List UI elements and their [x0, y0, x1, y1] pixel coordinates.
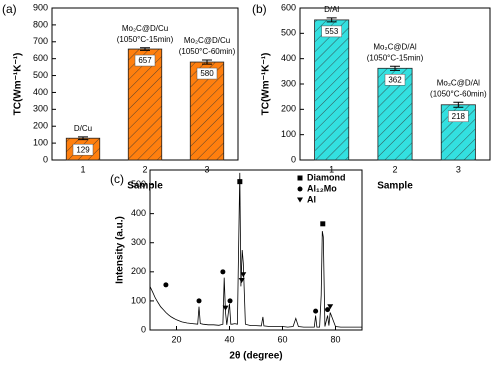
y-tick-label: 300 [33, 104, 48, 114]
x-axis-label: Sample [377, 181, 413, 192]
peak-marker [222, 305, 229, 311]
x-tick-label: 2 [142, 164, 147, 174]
peak-marker [220, 269, 226, 275]
value-label-box [448, 110, 469, 123]
y-axis-label: Intensity (a.u.) [115, 216, 126, 284]
bar-annotation: Mo₂C@D/Al [373, 42, 416, 51]
peak-marker [327, 304, 334, 310]
x-tick-label: 3 [204, 164, 209, 174]
bar-annotation: Mo₂C@D/Al [437, 78, 480, 87]
y-tick-label: 500 [131, 179, 146, 189]
value-label-box [321, 25, 342, 38]
y-tick-label: 200 [281, 104, 296, 114]
error-bar [78, 136, 88, 141]
peak-marker [325, 307, 331, 313]
x-axis-label: 2θ (degree) [229, 351, 282, 362]
legend-label: Diamond [307, 172, 346, 182]
x-tick-label: 1 [80, 164, 85, 174]
legend-symbol [297, 197, 303, 203]
peak-marker [240, 272, 247, 278]
value-label: 580 [200, 69, 214, 78]
y-tick-label: 600 [33, 53, 48, 63]
value-label: 129 [76, 145, 90, 154]
y-tick-label: 0 [43, 154, 48, 164]
y-tick-label: 200 [33, 121, 48, 131]
x-axis-label: Sample [127, 181, 163, 192]
peak-marker [238, 278, 245, 284]
bar-annotation: (1050°C-60min) [179, 47, 236, 56]
y-tick-label: 400 [33, 87, 48, 97]
peak-marker [196, 298, 202, 304]
bar-annotation: Mo₂C@D/Cu [122, 24, 168, 33]
y-tick-label: 200 [131, 266, 146, 276]
legend-label: Al₁₂Mo [307, 183, 337, 193]
x-tick-label: 80 [330, 334, 340, 344]
x-tick-label: 40 [224, 334, 234, 344]
x-tick-label: 20 [171, 334, 181, 344]
y-tick-label: 100 [131, 295, 146, 305]
y-tick-label: 0 [291, 154, 296, 164]
value-label: 218 [452, 112, 466, 121]
legend-label: Al [307, 194, 316, 204]
bar-annotation: (1050°C-60min) [430, 89, 487, 98]
legend-symbol [297, 175, 303, 181]
error-bar [453, 101, 464, 108]
error-bar [140, 47, 150, 51]
value-label: 362 [388, 75, 402, 84]
bar-annotation: D/Al [324, 5, 339, 14]
y-tick-label: 100 [33, 137, 48, 147]
y-axis-label: TC(Wm⁻¹K⁻¹) [13, 53, 24, 116]
value-label: 553 [325, 27, 339, 36]
y-tick-label: 0 [141, 324, 146, 334]
bar-annotation: (1050°C-15min) [367, 53, 424, 62]
y-tick-label: 500 [281, 28, 296, 38]
bar-annotation: Mo₂C@D/Cu [184, 36, 230, 45]
y-tick-label: 600 [281, 2, 296, 12]
value-label-box [384, 74, 406, 86]
y-tick-label: 400 [131, 208, 146, 218]
panel-label: (b) [252, 2, 267, 16]
xrd-line [149, 172, 362, 328]
peak-marker [320, 221, 326, 227]
bar [314, 19, 350, 161]
value-label-box [134, 54, 156, 67]
error-bar [390, 65, 400, 71]
y-tick-label: 900 [33, 2, 48, 12]
y-tick-label: 100 [281, 129, 296, 139]
peak-marker [163, 282, 169, 288]
bar-annotation: (1050°C-15min) [117, 35, 174, 44]
bar-annotation: D/Cu [74, 124, 92, 133]
value-label-box [72, 143, 94, 156]
x-tick-label: 3 [456, 164, 461, 174]
x-tick-label: 1 [329, 164, 334, 174]
y-tick-label: 800 [33, 19, 48, 29]
peak-marker [313, 308, 319, 314]
y-tick-label: 700 [33, 36, 48, 46]
value-label: 657 [138, 56, 152, 65]
x-tick-label: 2 [392, 164, 397, 174]
x-tick-label: 60 [277, 334, 287, 344]
error-bar [202, 59, 212, 65]
legend-symbol [297, 186, 303, 192]
y-tick-label: 400 [281, 53, 296, 63]
bar [127, 48, 163, 161]
error-bar [326, 17, 337, 23]
peak-marker [237, 179, 243, 185]
y-tick-label: 300 [281, 78, 296, 88]
peak-marker [227, 298, 233, 304]
panel-label: (c) [110, 172, 124, 186]
y-tick-label: 500 [33, 70, 48, 80]
y-tick-label: 300 [131, 237, 146, 247]
value-label-box [196, 67, 218, 80]
plot-frame [149, 169, 363, 331]
y-axis-label: TC(Wm⁻¹K⁻¹) [261, 53, 272, 116]
panel-label: (a) [2, 2, 17, 16]
